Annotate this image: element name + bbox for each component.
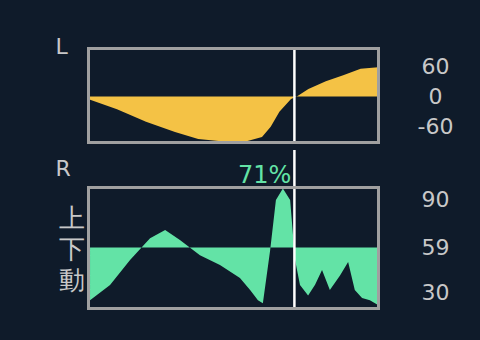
svg-text:R: R [56,156,71,181]
svg-text:60: 60 [422,54,450,79]
svg-text:59: 59 [422,235,450,260]
svg-text:30: 30 [422,280,450,305]
svg-text:71%: 71% [238,161,291,189]
svg-text:上下動: 上下動 [59,203,85,295]
svg-text:L: L [56,34,69,59]
svg-text:-60: -60 [418,114,454,139]
svg-text:90: 90 [422,187,450,212]
svg-text:0: 0 [429,84,443,109]
